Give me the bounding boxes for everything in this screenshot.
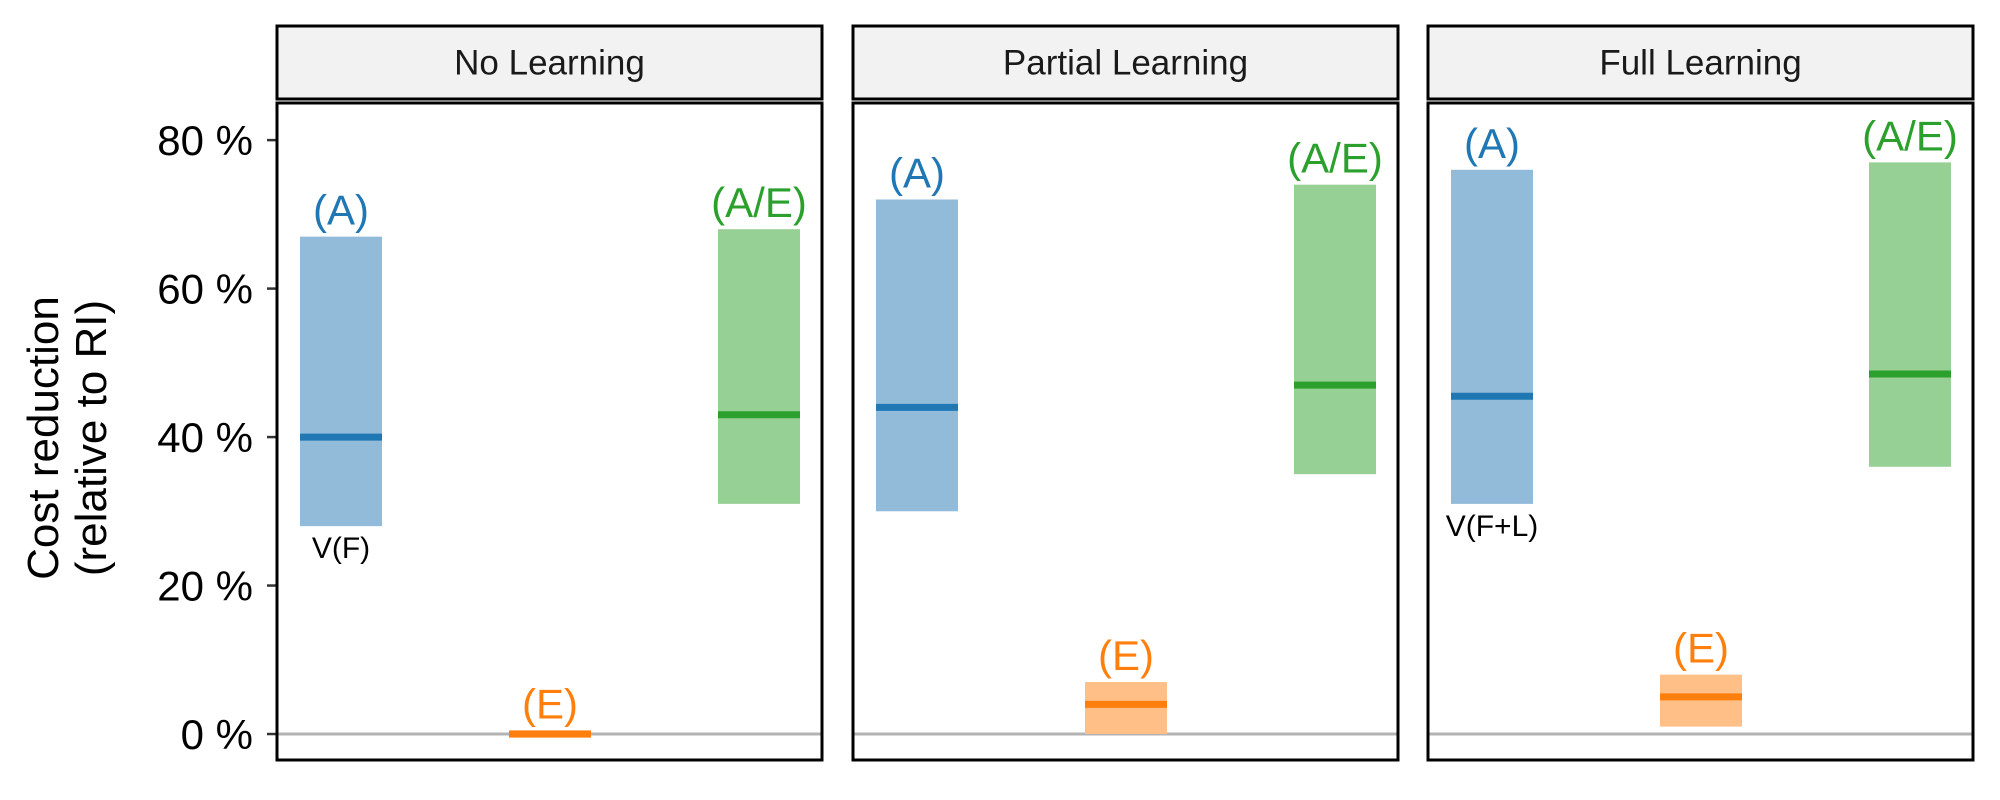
panel-title: Partial Learning (1003, 44, 1248, 83)
panel-strip (851, 24, 1400, 101)
bar-label: (E) (1673, 625, 1729, 672)
panel-frame (851, 101, 1400, 762)
range-bar (1085, 682, 1167, 735)
panel-strip (275, 24, 824, 101)
y-tick-label: 0 % (181, 711, 253, 758)
panel-strip (1426, 24, 1975, 101)
range-bar (718, 229, 800, 504)
panel-title: Full Learning (1599, 44, 1801, 83)
y-tick-label: 20 % (157, 563, 253, 610)
y-axis: 0 % 20 % 40 % 60 % 80 % (157, 117, 277, 758)
y-axis-title-line-2: (relative to RI) (67, 300, 116, 576)
y-tick-label: 60 % (157, 266, 253, 313)
facet-panel: Partial Learning (A) (E) (A/E) (851, 24, 1400, 762)
bar-label: (A) (313, 187, 369, 234)
bar-label: (A/E) (711, 179, 807, 226)
bar-sub-label: V(F) (312, 532, 370, 565)
panel-frame (275, 101, 824, 762)
range-bar (876, 199, 958, 512)
bar-label: (A) (889, 150, 945, 197)
bar-sub-label: V(F+L) (1446, 510, 1539, 543)
y-tick-label: 40 % (157, 414, 253, 461)
y-tick-label: 80 % (157, 117, 253, 164)
facet-panels: No Learning(A)V(F)(E)(A/E)Partial Learni… (275, 24, 1975, 762)
y-axis-title-line-1: Cost reduction (19, 296, 68, 580)
range-bar (1660, 674, 1742, 727)
bar-label: (A/E) (1862, 112, 1958, 159)
panel-frame (1426, 101, 1975, 762)
facet-panel: Full Learning (A) V(F+L) (E) (A/E) (1426, 24, 1975, 762)
range-bar (300, 236, 382, 527)
facet-panel: No Learning (A) V(F) (E) (A/E) (275, 24, 824, 762)
bar-label: (E) (522, 680, 578, 727)
bar-label: (E) (1098, 632, 1154, 679)
range-bar (1294, 184, 1376, 475)
range-bar (1451, 169, 1533, 504)
panel-title: No Learning (454, 44, 645, 83)
bar-label: (A/E) (1287, 135, 1383, 182)
bar-label: (A) (1464, 120, 1520, 167)
range-bar (1869, 162, 1951, 467)
